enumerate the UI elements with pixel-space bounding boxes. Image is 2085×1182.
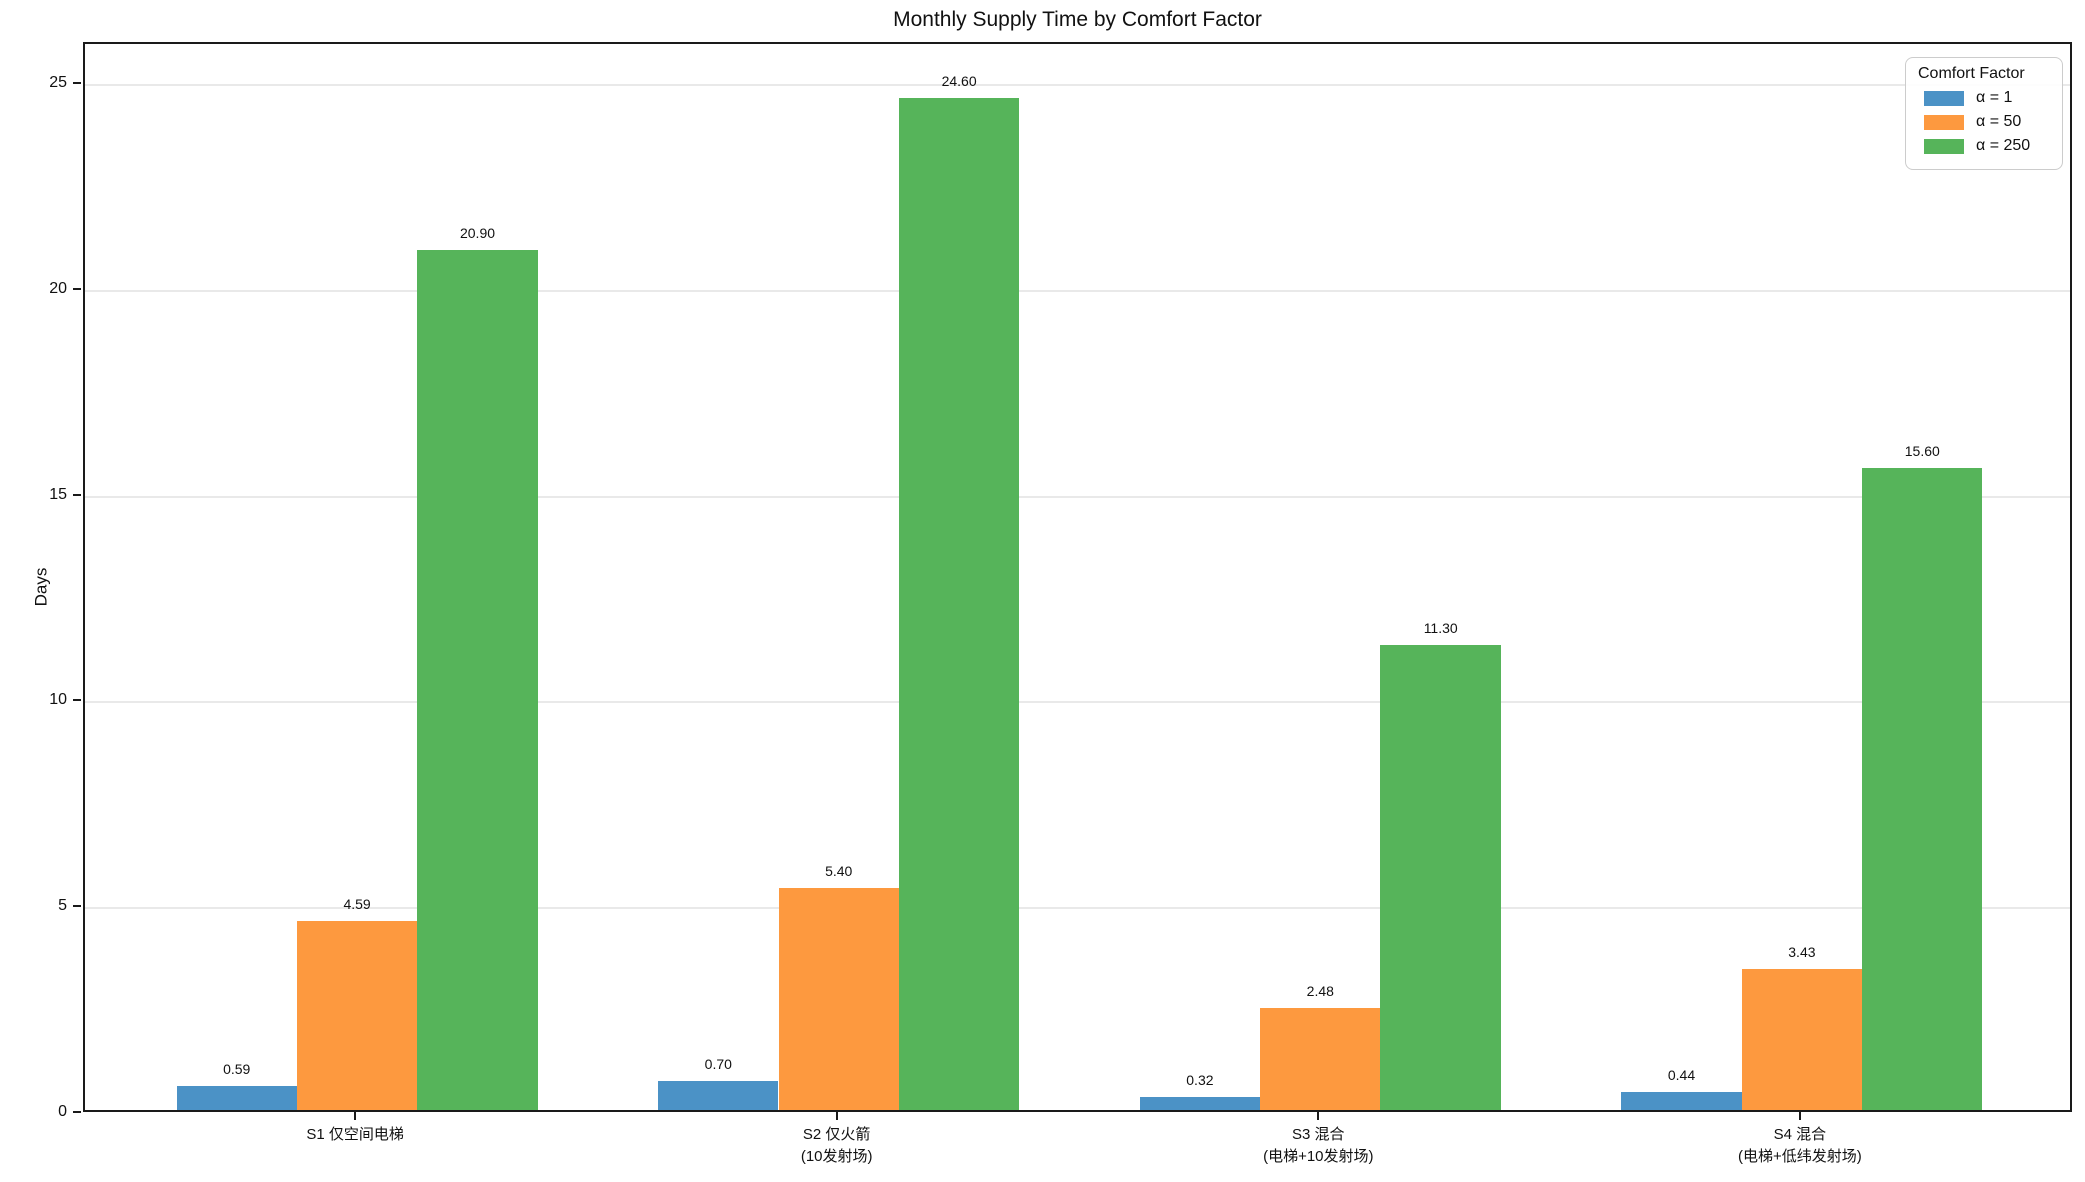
y-tick-mark-10	[73, 699, 81, 702]
legend-item: α = 1	[1924, 89, 2052, 107]
bar-value-label: 15.60	[1904, 443, 1940, 459]
gridline-y-10	[85, 701, 2070, 704]
bar-α=1-cat4	[1621, 1091, 1742, 1110]
bar-α=250-cat1	[417, 249, 538, 1110]
chart-title: Monthly Supply Time by Comfort Factor	[893, 8, 1262, 31]
x-tick-mark-cat3	[1317, 1112, 1320, 1120]
legend-item: α = 250	[1924, 137, 2052, 155]
legend-swatch-icon	[1924, 114, 1964, 130]
y-tick-label-20: 20	[49, 279, 67, 297]
x-tick-mark-cat1	[354, 1112, 357, 1120]
bar-α=50-cat1	[296, 921, 418, 1110]
x-tick-mark-cat4	[1798, 1112, 1801, 1120]
legend-item-label: α = 250	[1976, 137, 2031, 154]
y-tick-mark-15	[73, 493, 81, 496]
y-tick-mark-25	[73, 82, 81, 85]
y-tick-mark-0	[73, 1111, 81, 1113]
bar-value-label: 20.90	[459, 224, 496, 241]
bar-value-label: 0.70	[704, 1056, 732, 1073]
gridline-y-15	[85, 495, 2070, 498]
bar-α=50-cat2	[778, 887, 899, 1110]
x-tick-mark-cat2	[835, 1112, 838, 1120]
bar-α=1-cat2	[658, 1081, 779, 1110]
y-tick-label-5: 5	[58, 897, 67, 915]
gridline-y-25	[85, 84, 2070, 87]
y-tick-label-10: 10	[49, 691, 67, 709]
bar-α=50-cat4	[1741, 968, 1863, 1110]
bar-value-label: 2.48	[1306, 982, 1334, 999]
legend-item-label: α = 50	[1976, 113, 2022, 130]
bar-value-label: 0.44	[1667, 1066, 1696, 1083]
x-tick-label-cat3: S3 混合 (电梯+10发射场)	[1263, 1126, 1374, 1165]
x-tick-label-cat2: S2 仅火箭 (10发射场)	[800, 1126, 873, 1165]
bar-α=250-cat3	[1380, 644, 1501, 1110]
bar-value-label: 11.30	[1423, 619, 1458, 636]
bar-α=250-cat4	[1862, 468, 1983, 1110]
legend-swatch-icon	[1924, 90, 1964, 106]
y-tick-mark-5	[73, 905, 81, 908]
gridline-y-5	[85, 907, 2070, 910]
y-tick-label-0: 0	[58, 1103, 67, 1120]
bar-value-label: 24.60	[941, 72, 977, 89]
legend-swatch-icon	[1924, 138, 1964, 154]
bar-α=250-cat2	[898, 97, 1020, 1110]
y-axis-label: Days	[31, 567, 51, 607]
x-tick-label-cat1: S1 仅空间电梯	[306, 1126, 404, 1143]
x-tick-label-cat4: S4 混合 (电梯+低纬发射场)	[1738, 1126, 1862, 1165]
y-tick-label-15: 15	[49, 485, 67, 503]
plot-area: 0.59 0.70 0.32 0.44 4.59 5.40 2.48 3.43 20.90 24.…	[83, 42, 2072, 1112]
legend-items: α = 1 α = 50 α = 250	[1916, 89, 2052, 155]
bar-value-label: 0.32	[1186, 1071, 1214, 1088]
bar-value-label: 0.59	[223, 1060, 251, 1077]
legend-item: α = 50	[1924, 113, 2052, 131]
legend-item-label: α = 1	[1976, 89, 2013, 106]
legend-title: Comfort Factor	[1918, 65, 2025, 82]
gridline-y-20	[85, 289, 2070, 292]
bar-value-label: 4.59	[343, 896, 371, 913]
legend: Comfort Factor α = 1 α = 50 α = 250	[1905, 57, 2063, 170]
y-tick-mark-20	[73, 287, 81, 290]
bar-value-label: 5.40	[825, 862, 853, 879]
bar-α=50-cat3	[1260, 1007, 1381, 1110]
bar-α=1-cat3	[1139, 1096, 1261, 1110]
bar-value-label: 3.43	[1788, 943, 1816, 960]
y-tick-label-25: 25	[49, 74, 67, 92]
bar-α=1-cat1	[176, 1085, 297, 1110]
